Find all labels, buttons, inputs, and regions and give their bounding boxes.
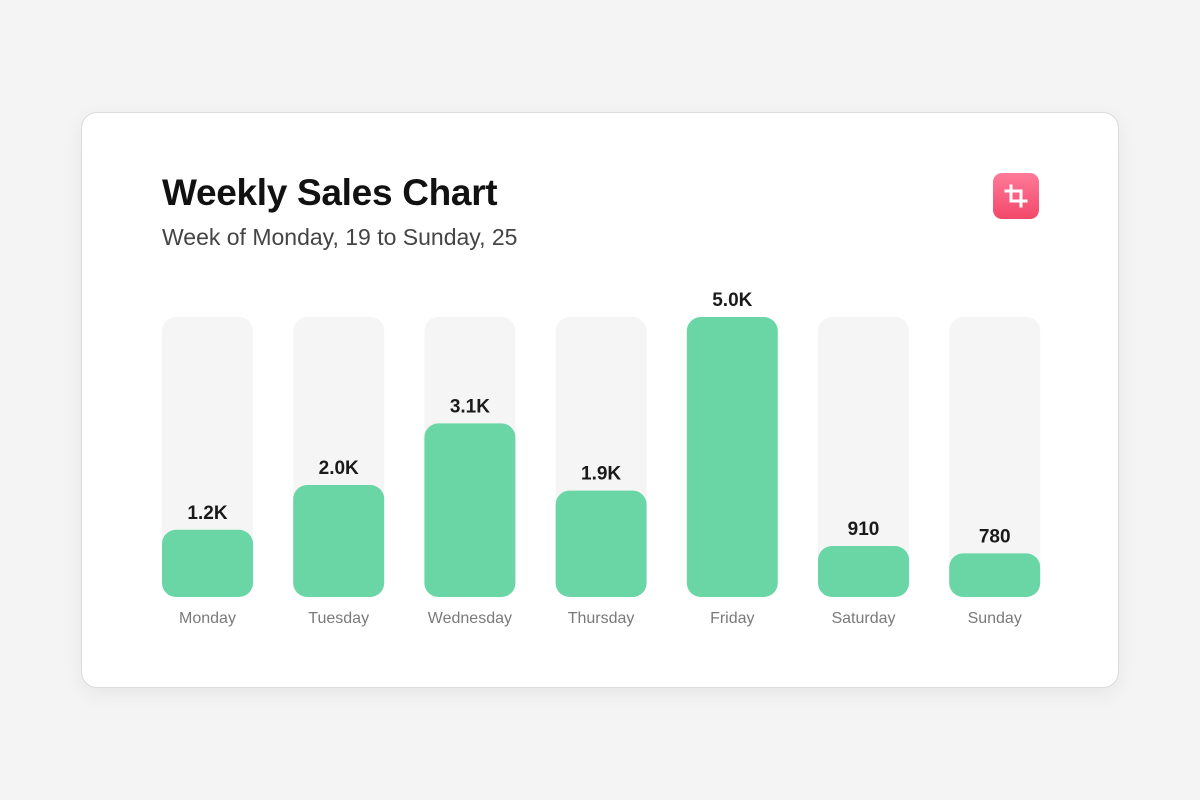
bar-monday[interactable] — [162, 529, 253, 597]
category-label-saturday: Saturday — [831, 610, 895, 627]
bar-value-label-thursday: 1.9K — [581, 464, 621, 485]
bar-sunday[interactable] — [949, 553, 1041, 597]
chart-card: Weekly Sales Chart Week of Monday, 19 to… — [81, 112, 1119, 688]
category-label-friday: Friday — [710, 610, 754, 627]
bar-friday[interactable] — [686, 317, 778, 597]
chart-title: Weekly Sales Chart — [162, 172, 498, 213]
bar-value-label-saturday: 910 — [848, 519, 880, 540]
category-label-wednesday: Wednesday — [428, 610, 512, 627]
bar-track-monday — [162, 317, 253, 597]
category-label-sunday: Sunday — [968, 610, 1022, 627]
bar-value-label-monday: 1.2K — [187, 503, 227, 524]
bar-thursday[interactable] — [555, 490, 647, 597]
category-label-thursday: Thursday — [568, 610, 635, 627]
bar-saturday[interactable] — [818, 546, 909, 597]
bar-track-sunday — [949, 317, 1041, 597]
bar-value-label-wednesday: 3.1K — [450, 396, 490, 417]
bar-wednesday[interactable] — [424, 423, 516, 597]
bar-tuesday[interactable] — [293, 485, 385, 597]
chart-subtitle: Week of Monday, 19 to Sunday, 25 — [162, 224, 518, 250]
bar-value-label-sunday: 780 — [979, 526, 1011, 547]
crop-button[interactable] — [993, 173, 1039, 219]
category-label-monday: Monday — [179, 610, 236, 627]
bar-value-label-tuesday: 2.0K — [319, 458, 359, 479]
bar-chart: 1.2K Monday 2.0K Tuesday 3.1K Wednesday 1.9K Th… — [162, 290, 1041, 627]
crop-icon — [1003, 183, 1029, 209]
category-label-tuesday: Tuesday — [308, 610, 369, 627]
bar-value-label-friday: 5.0K — [712, 290, 752, 311]
bar-track-saturday — [818, 317, 909, 597]
